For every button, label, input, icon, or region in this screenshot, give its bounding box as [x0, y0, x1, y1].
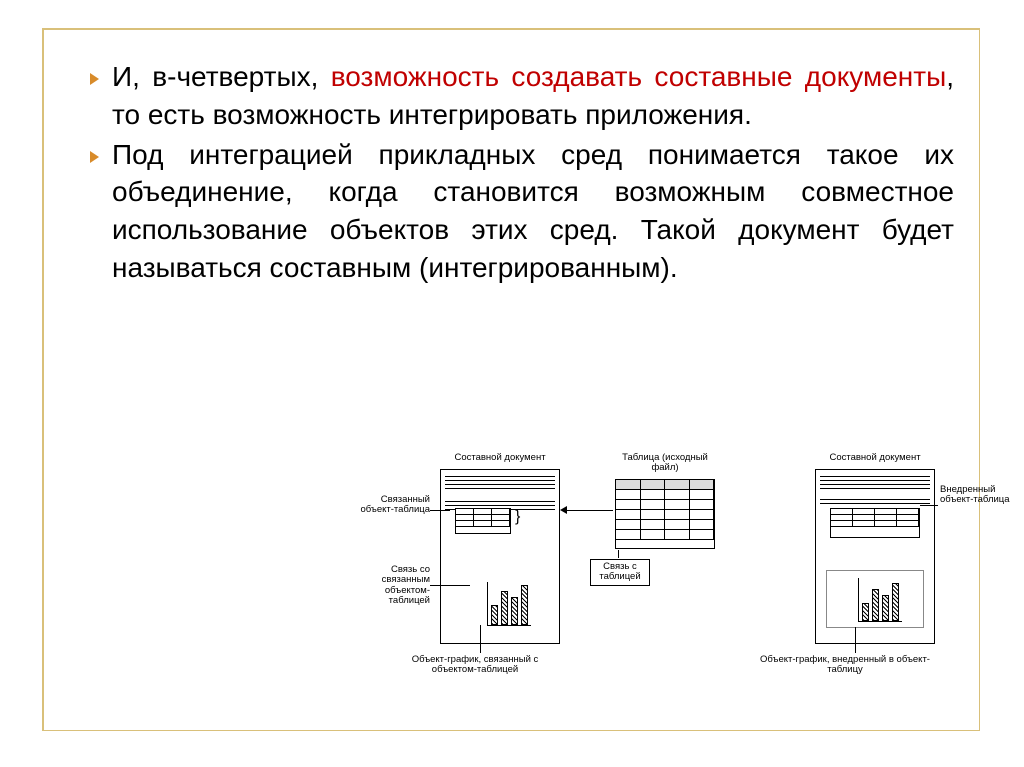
bullet-icon — [90, 73, 99, 85]
doc-right — [815, 469, 935, 644]
label-left-doc-title: Составной документ — [435, 453, 565, 463]
label-chart-linked: Объект-график, связанный с объектом-табл… — [400, 655, 550, 676]
embedded-table-in-doc — [830, 508, 920, 538]
bullet-item-1: И, в-четвертых, возможность создавать со… — [90, 58, 954, 134]
label-table-src: Таблица (исходный файл) — [610, 453, 720, 474]
text-highlight-1: возможность создавать составные документ… — [331, 61, 947, 92]
diagram: Составной документ } Связанный объект-та… — [380, 455, 980, 715]
paragraph-2: Под интеграцией прикладных сред понимает… — [112, 136, 954, 287]
linked-table-in-doc — [455, 508, 511, 534]
text-pre-1: И, в-четвертых, — [112, 61, 331, 92]
doc-left: } — [440, 469, 560, 644]
bullet-item-2: Под интеграцией прикладных сред понимает… — [90, 136, 954, 287]
text-pre-2: Под интеграцией прикладных сред понимает… — [112, 139, 954, 283]
paragraph-1: И, в-четвертых, возможность создавать со… — [112, 58, 954, 134]
slide-content: И, в-четвертых, возможность создавать со… — [90, 58, 954, 289]
source-table — [615, 479, 715, 549]
label-right-doc-title: Составной документ — [810, 453, 940, 463]
label-chart-embedded: Объект-график, внедренный в объект-табли… — [760, 655, 930, 676]
bullet-icon — [90, 151, 99, 163]
label-embedded-table: Внедренный объект-таблица — [940, 485, 1024, 506]
label-link-to-table: Связь с таблицей — [590, 559, 650, 586]
label-link-to-linked: Связь со связанным объектом-таблицей — [350, 565, 430, 607]
label-linked-table: Связанный объект-таблица — [350, 495, 430, 516]
